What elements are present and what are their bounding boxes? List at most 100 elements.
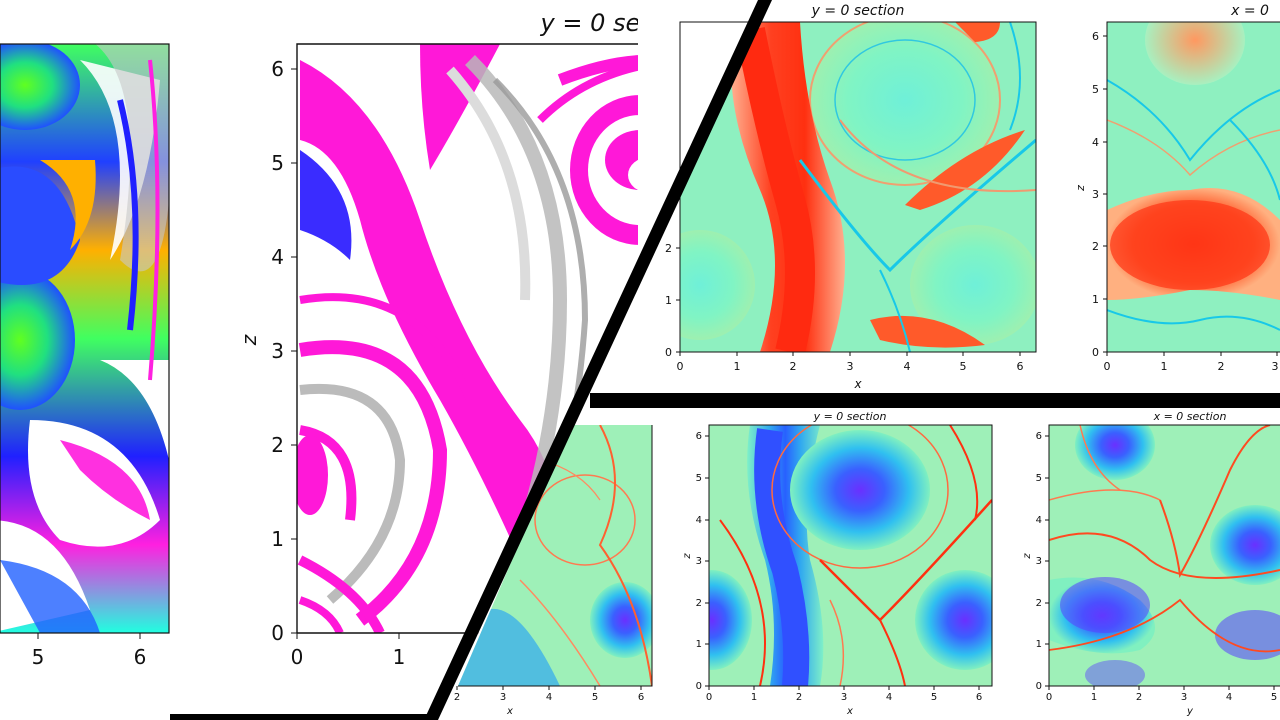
bottom-mid-title: y = 0 section [813, 410, 887, 423]
top-right-title: x = 0 [1230, 3, 1269, 19]
top-mid-plot [680, 22, 1036, 352]
top-mid-ytick: 0 [665, 346, 672, 359]
bottom-right-yaxis: 0 1 2 3 4 5 6 [1036, 431, 1049, 692]
top-mid-title: y = 0 section [811, 3, 905, 19]
bottom-mid-ytick: 0 [696, 681, 702, 692]
bottom-right-ytick: 4 [1036, 515, 1042, 526]
top-mid-xtick: 3 [847, 360, 854, 373]
big-ylabel: z [237, 334, 261, 346]
top-right-ytick: 0 [1092, 346, 1099, 359]
bottom-mid-xtick: 0 [706, 692, 712, 703]
bottom-mid-ytick: 2 [696, 598, 702, 609]
top-mid-ytick: 1 [665, 294, 672, 307]
top-mid-xtick: 2 [790, 360, 797, 373]
bottom-left-xaxis: 2 3 4 5 6 [454, 686, 644, 703]
big-xtick: 0 [291, 645, 304, 669]
top-right-ytick: 2 [1092, 240, 1099, 253]
horizontal-divider [590, 393, 1280, 408]
bottom-right-xaxis: 0 1 2 3 4 5 [1046, 686, 1277, 703]
left-xaxis: 5 6 [32, 633, 147, 669]
bottom-mid-xtick: 5 [931, 692, 937, 703]
bottom-right-ytick: 3 [1036, 556, 1042, 567]
bottom-right-ylabel: z [1022, 553, 1033, 560]
big-ytick: 1 [271, 527, 284, 551]
bottom-mid-xtick: 4 [886, 692, 892, 703]
bottom-right-plot [1049, 425, 1280, 686]
bottom-mid-yaxis: 0 1 2 3 4 5 6 [696, 431, 709, 692]
top-mid-xtick: 4 [904, 360, 911, 373]
bottom-right-ytick: 5 [1036, 473, 1042, 484]
bottom-right-xtick: 0 [1046, 692, 1052, 703]
top-right-ytick: 1 [1092, 293, 1099, 306]
top-mid-xtick: 0 [677, 360, 684, 373]
top-right-ytick: 3 [1092, 188, 1099, 201]
big-xtick: 1 [393, 645, 406, 669]
collage-dividers [170, 0, 1280, 720]
bottom-left-xtick: 6 [638, 692, 644, 703]
top-right-xtick: 3 [1272, 360, 1279, 373]
top-mid-xtick: 6 [1017, 360, 1024, 373]
top-right-frame [1106, 21, 1280, 353]
left-rainbow-plot [0, 44, 169, 633]
bottom-mid-frame [708, 424, 993, 687]
bottom-left-xtick: 2 [454, 692, 460, 703]
bottom-mid-xtick: 3 [841, 692, 847, 703]
bottom-mid-xaxis: 0 1 2 3 4 5 6 [706, 686, 982, 703]
bottom-right-xtick: 2 [1136, 692, 1142, 703]
left-plot-frame [0, 43, 170, 634]
bottom-right-ytick: 2 [1036, 598, 1042, 609]
big-xaxis: 0 1 [291, 633, 406, 669]
top-right-yaxis: 0 1 2 3 4 5 6 [1092, 30, 1107, 359]
top-mid-xaxis: 0 1 2 3 4 5 6 [677, 352, 1024, 373]
bottom-mid-plot [709, 425, 992, 686]
top-mid-yaxis: 0 1 2 [665, 242, 680, 359]
top-right-xaxis: 0 1 2 3 [1104, 352, 1279, 373]
bottom-mid-xlabel: x [846, 706, 853, 717]
bottom-right-xtick: 4 [1226, 692, 1232, 703]
top-right-ytick: 6 [1092, 30, 1099, 43]
bottom-right-frame [1048, 424, 1280, 687]
top-right-xtick: 0 [1104, 360, 1111, 373]
top-right-ylabel: z [1074, 185, 1087, 192]
bottom-left-xtick: 3 [500, 692, 506, 703]
bottom-mid-ytick: 1 [696, 639, 702, 650]
bottom-mid-ylabel: z [682, 553, 693, 560]
bottom-mid-ytick: 4 [696, 515, 702, 526]
bottom-mid-xtick: 6 [976, 692, 982, 703]
top-mid-xlabel: x [853, 377, 862, 391]
left-xtick: 5 [32, 645, 45, 669]
bottom-right-ytick: 1 [1036, 639, 1042, 650]
bottom-left-xtick: 5 [592, 692, 598, 703]
big-ytick: 6 [271, 57, 284, 81]
big-ytick: 4 [271, 245, 284, 269]
top-right-ytick: 4 [1092, 136, 1099, 149]
top-mid-xtick: 5 [960, 360, 967, 373]
bottom-mid-ytick: 3 [696, 556, 702, 567]
top-right-plot [1107, 22, 1280, 352]
top-right-xtick: 1 [1161, 360, 1168, 373]
bottom-mid-ytick: 5 [696, 473, 702, 484]
big-plot-frame [296, 43, 748, 633]
big-ytick: 2 [271, 433, 284, 457]
bottom-right-title: x = 0 section [1153, 410, 1227, 423]
bottom-right-ytick: 0 [1036, 681, 1042, 692]
bottom-mid-ytick: 6 [696, 431, 702, 442]
big-ytick: 5 [271, 151, 284, 175]
big-yaxis: 0 1 2 3 4 5 6 [271, 57, 297, 645]
bottom-edge-divider [170, 714, 432, 720]
top-right-ytick: 5 [1092, 83, 1099, 96]
big-ytick: 0 [271, 621, 284, 645]
bottom-mid-xtick: 1 [751, 692, 757, 703]
bottom-right-xtick: 1 [1091, 692, 1097, 703]
top-right-xtick: 2 [1218, 360, 1225, 373]
top-mid-xtick: 1 [734, 360, 741, 373]
bottom-mid-xtick: 2 [796, 692, 802, 703]
left-xtick: 6 [134, 645, 147, 669]
bottom-right-xlabel: y [1186, 706, 1194, 717]
bottom-right-xtick: 3 [1181, 692, 1187, 703]
big-ytick: 3 [271, 339, 284, 363]
diagonal-divider [424, 0, 772, 720]
bottom-left-frame [458, 425, 653, 687]
